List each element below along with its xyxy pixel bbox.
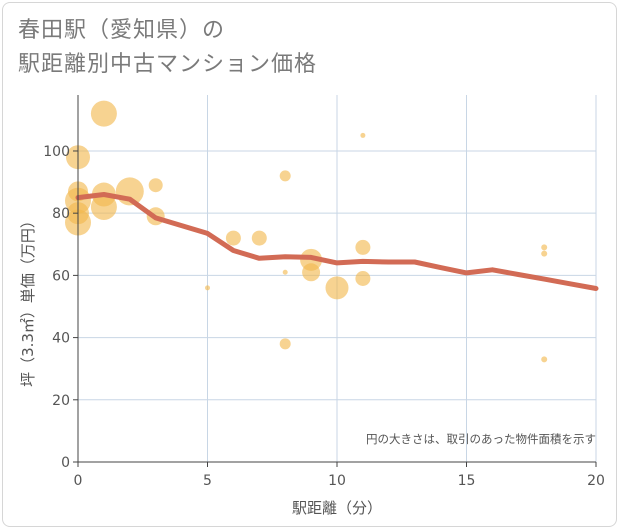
y-axis-label: 坪（3.3㎡）単価（万円） bbox=[19, 213, 37, 387]
trend-series bbox=[75, 192, 599, 291]
data-bubble bbox=[251, 230, 267, 246]
data-bubble bbox=[541, 250, 548, 257]
data-bubble bbox=[279, 170, 291, 182]
data-bubble bbox=[279, 338, 291, 350]
y-tick-label: 80 bbox=[52, 206, 70, 222]
data-bubble bbox=[325, 276, 349, 300]
x-tick-label: 15 bbox=[458, 473, 476, 489]
x-tick-label: 5 bbox=[203, 473, 212, 489]
data-bubble bbox=[90, 100, 117, 127]
data-bubble bbox=[355, 271, 371, 286]
data-bubble bbox=[355, 239, 371, 255]
x-tick-label: 20 bbox=[587, 473, 605, 489]
data-bubble bbox=[205, 285, 210, 291]
axes: 0 5 10 15 20 0 20 40 60 80 100 bbox=[43, 95, 605, 489]
y-tick-label: 40 bbox=[52, 331, 70, 347]
chart-annotation: 円の大きさは、取引のあった物件面積を示す bbox=[366, 432, 596, 446]
data-bubble bbox=[148, 178, 163, 193]
data-bubble bbox=[90, 193, 117, 220]
chart-title-line-1: 春田駅（愛知県）の bbox=[18, 18, 226, 43]
data-bubble bbox=[541, 356, 548, 363]
y-tick-label: 20 bbox=[52, 393, 70, 409]
x-tick-label: 10 bbox=[328, 473, 346, 489]
chart-title-line-2: 駅距離別中古マンション価格 bbox=[18, 52, 318, 77]
bubble-series bbox=[65, 100, 548, 363]
y-tick-label: 100 bbox=[43, 144, 70, 160]
data-bubble bbox=[225, 230, 241, 246]
data-bubble bbox=[541, 244, 548, 251]
x-tick-label: 0 bbox=[74, 473, 83, 489]
data-bubble bbox=[360, 132, 366, 138]
data-bubble bbox=[282, 269, 288, 275]
y-tick-label: 0 bbox=[61, 455, 70, 471]
trend-line bbox=[75, 192, 599, 291]
x-axis-label: 駅距離（分） bbox=[292, 499, 382, 517]
data-bubble bbox=[302, 263, 321, 282]
chart-title: 春田駅（愛知県）の 駅距離別中古マンション価格 bbox=[18, 14, 317, 82]
y-tick-label: 60 bbox=[52, 268, 70, 284]
